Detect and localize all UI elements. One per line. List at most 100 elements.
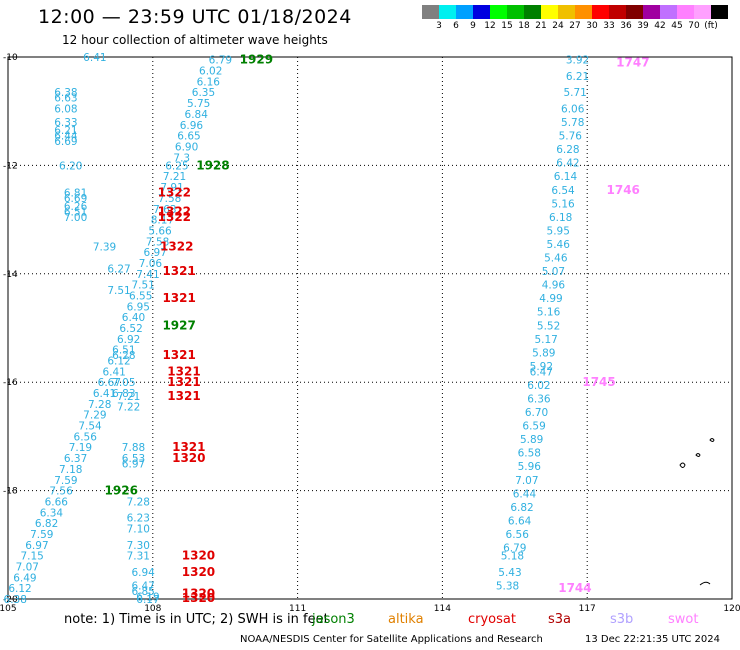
swh-value: 5.16 bbox=[551, 198, 575, 210]
swh-value: 7.28 bbox=[127, 496, 150, 508]
swh-value: 6.70 bbox=[525, 407, 548, 419]
legend-label: 9 bbox=[470, 21, 476, 31]
swh-value: 6.47 bbox=[530, 366, 553, 378]
satellite-label-cryosat: cryosat bbox=[468, 612, 516, 627]
swh-value: 7.58 bbox=[146, 236, 169, 248]
swh-value: 7.63 bbox=[153, 204, 176, 216]
axis-ticks: 105 108 111 114 117 120 -10 -12 -14 -16 -18 -20 bbox=[0, 53, 740, 614]
swh-value: 7.39 bbox=[93, 242, 116, 254]
swh-value: 7.07 bbox=[515, 475, 538, 487]
swh-value: 6.21 bbox=[566, 71, 589, 83]
swh-value: 6.35 bbox=[192, 87, 215, 99]
legend-label: 33 bbox=[603, 21, 615, 31]
swh-value: 6.67 bbox=[98, 377, 121, 389]
swh-value: 6.59 bbox=[522, 421, 545, 433]
legend-swatch bbox=[507, 5, 524, 19]
swh-value: 7.22 bbox=[117, 402, 140, 414]
legend-swatch bbox=[524, 5, 541, 19]
swh-value: 6.69 bbox=[64, 193, 87, 205]
swh-value: 6.92 bbox=[117, 334, 140, 346]
legend-label: 15 bbox=[501, 21, 513, 31]
swh-value: 5.66 bbox=[148, 225, 172, 237]
legend-swatch bbox=[558, 5, 575, 19]
swh-value: 7.19 bbox=[69, 442, 92, 454]
y-tick-label: -12 bbox=[3, 161, 18, 171]
swh-values: 6.796.026.166.355.756.846.966.656.907.36… bbox=[4, 52, 590, 606]
swh-value: 6.47 bbox=[131, 580, 154, 592]
swh-value: 7.58 bbox=[158, 193, 181, 205]
swh-value: 5.16 bbox=[537, 307, 561, 319]
swh-value: 6.51 bbox=[112, 345, 135, 357]
track-label: 1746 bbox=[607, 183, 640, 197]
legend-swatch bbox=[609, 5, 626, 19]
track-label: 1929 bbox=[240, 53, 273, 67]
swh-value: 6.12 bbox=[8, 583, 31, 595]
swh-value: 6.44 bbox=[54, 131, 78, 143]
legend-swatch bbox=[660, 5, 677, 19]
y-tick-label: -14 bbox=[3, 270, 18, 280]
satellite-label-swot: swot bbox=[668, 612, 699, 627]
swh-value: 7.06 bbox=[139, 258, 163, 270]
swh-value: 6.37 bbox=[64, 453, 87, 465]
swh-value: 6.85 bbox=[131, 586, 154, 598]
track-label: 1320 bbox=[182, 549, 215, 563]
swh-value: 6.20 bbox=[59, 160, 82, 172]
swh-value: 6.97 bbox=[122, 459, 145, 471]
swh-value: 6.21 bbox=[54, 125, 77, 137]
swh-value: 6.02 bbox=[527, 380, 550, 392]
swh-value: 5.18 bbox=[501, 551, 524, 563]
track-labels: 1929192819271926132213221322132213211321… bbox=[105, 53, 650, 605]
swh-value: 7.51 bbox=[107, 285, 130, 297]
track-label: 1322 bbox=[158, 204, 191, 218]
map-title: 12:00 — 23:59 UTC 01/18/2024 bbox=[38, 6, 352, 28]
swh-value: 5.76 bbox=[559, 131, 583, 143]
swh-value: 6.96 bbox=[180, 120, 204, 132]
swh-value: 5.89 bbox=[532, 347, 555, 359]
swh-value: 6.41 bbox=[93, 388, 116, 400]
track-label: 1321 bbox=[167, 389, 200, 403]
swh-value: 6.16 bbox=[197, 76, 221, 88]
swh-value: 8.17 bbox=[151, 215, 174, 227]
swh-value: 7.07 bbox=[16, 561, 39, 573]
swh-value: 5.95 bbox=[547, 225, 570, 237]
satellite-label-jason3: jason3 bbox=[312, 612, 355, 627]
swh-value: 6.06 bbox=[561, 103, 585, 115]
swh-value: 6.55 bbox=[129, 290, 152, 302]
legend-swatch bbox=[626, 5, 643, 19]
color-legend: 3 6 9 12 15 18 21 24 27 30 33 36 39 42 45 70 (ft) bbox=[422, 5, 740, 33]
swh-value: 6.64 bbox=[508, 515, 532, 527]
swh-value: 6.84 bbox=[185, 109, 209, 121]
legend-swatch bbox=[677, 5, 694, 19]
track-label: 1320 bbox=[182, 587, 215, 601]
swh-value: 5.43 bbox=[498, 567, 521, 579]
swh-value: 6.79 bbox=[209, 55, 232, 67]
swh-value: 6.02 bbox=[199, 66, 222, 78]
legend-swatch bbox=[490, 5, 507, 19]
swh-value: 6.97 bbox=[144, 247, 167, 259]
swh-value: 7.30 bbox=[127, 540, 150, 552]
swh-value: 7.54 bbox=[78, 421, 102, 433]
swh-value: 6.33 bbox=[54, 117, 77, 129]
swh-value: 6.95 bbox=[127, 301, 150, 313]
swh-value: 6.27 bbox=[107, 263, 130, 275]
swh-value: 7.28 bbox=[88, 399, 111, 411]
legend-label: 30 bbox=[586, 21, 598, 31]
swh-value: 5.71 bbox=[563, 87, 586, 99]
island-outlines bbox=[679, 438, 715, 586]
swh-value: 7.88 bbox=[122, 442, 145, 454]
swh-value: 7.29 bbox=[83, 410, 106, 422]
track-label: 1320 bbox=[172, 451, 205, 465]
swh-value: 6.56 bbox=[506, 529, 530, 541]
swh-value: 6.58 bbox=[518, 448, 541, 460]
legend-label: 70 bbox=[688, 21, 700, 31]
legend-label: 18 bbox=[518, 21, 530, 31]
swh-value: 6.17 bbox=[136, 594, 159, 606]
track-label: 1927 bbox=[162, 318, 195, 332]
swh-value: 6.41 bbox=[102, 366, 125, 378]
swh-value: 6.12 bbox=[107, 356, 130, 368]
swh-value: 6.56 bbox=[74, 431, 98, 443]
y-tick-label: -18 bbox=[3, 487, 18, 497]
swh-value: 6.79 bbox=[503, 543, 526, 555]
swh-value: 7.91 bbox=[160, 182, 183, 194]
